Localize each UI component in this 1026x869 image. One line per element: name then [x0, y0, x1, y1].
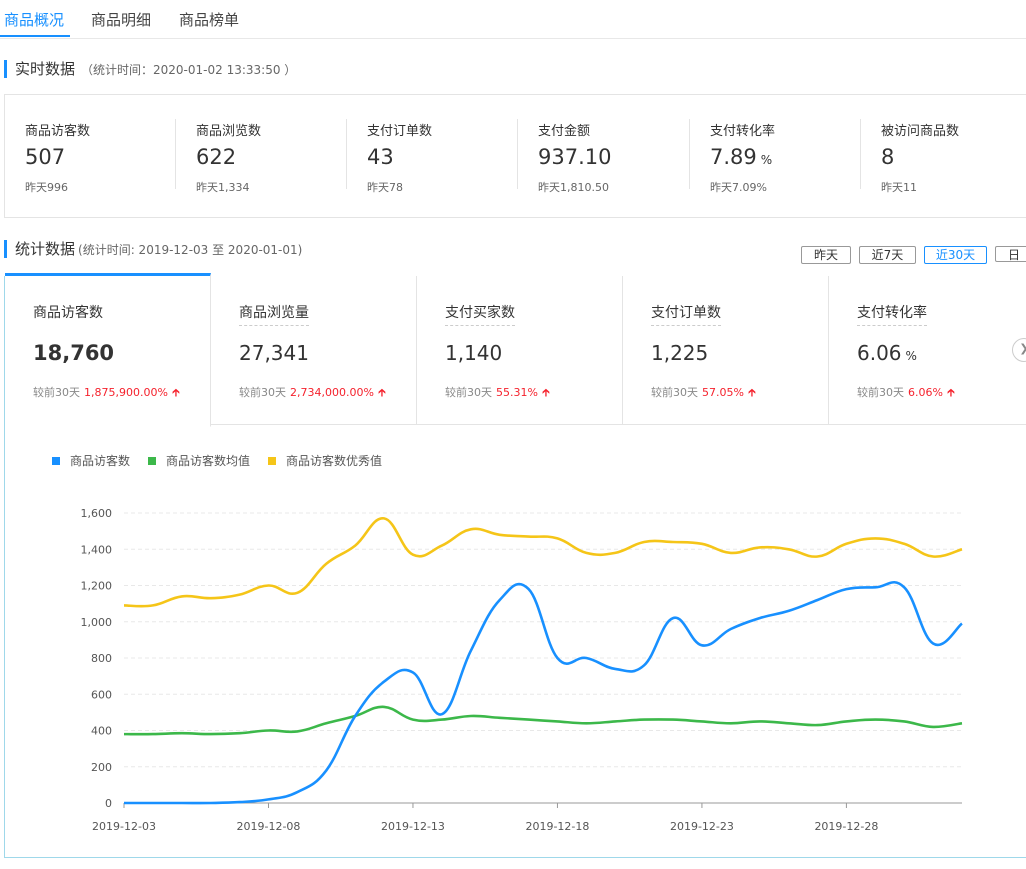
- stat-cards-row: 商品访客数 18,760 较前30天 1,875,900.00% 🡱 商品浏览量 2…: [5, 273, 1026, 427]
- metric-compare: 昨天1,810.50: [538, 181, 609, 194]
- arrow-up-icon: 🡱: [946, 386, 955, 399]
- arrow-up-icon: 🡱: [541, 386, 550, 399]
- stat-card-compare: 较前30天 55.31% 🡱: [445, 386, 550, 399]
- tab-product-ranking[interactable]: 商品榜单: [179, 11, 240, 29]
- range-day-button[interactable]: 日: [995, 246, 1026, 262]
- metric-value: 8: [881, 145, 895, 169]
- stat-card-pageviews[interactable]: 商品浏览量 27,341 较前30天 2,734,000.00% 🡱: [211, 276, 417, 424]
- arrow-up-icon: 🡱: [747, 386, 756, 399]
- stat-card-label: 支付买家数: [445, 302, 515, 326]
- arrow-up-icon: 🡱: [377, 386, 386, 399]
- active-tab-indicator: [0, 35, 70, 37]
- divider: [517, 119, 518, 189]
- statistics-title: 统计数据: [15, 240, 76, 258]
- legend-item-average[interactable]: 商品访客数均值: [148, 452, 250, 469]
- legend-item-visitors[interactable]: 商品访客数: [52, 452, 130, 469]
- tab-product-overview[interactable]: 商品概况: [4, 11, 65, 29]
- stat-card-value: 18,760: [33, 341, 115, 365]
- arrow-up-icon: 🡱: [171, 386, 180, 399]
- tab-product-detail[interactable]: 商品明细: [91, 11, 152, 29]
- stat-card-value: 27,341: [239, 341, 309, 365]
- stat-card-compare: 较前30天 6.06% 🡱: [857, 386, 955, 399]
- stat-card-value: 6.06%: [857, 341, 917, 365]
- stat-card-paying-buyers[interactable]: 支付买家数 1,140 较前30天 55.31% 🡱: [417, 276, 623, 424]
- divider: [689, 119, 690, 189]
- metric-value: 937.10: [538, 145, 612, 169]
- range-30days-button[interactable]: 近30天: [924, 246, 987, 264]
- metric-compare: 昨天1,334: [196, 181, 250, 194]
- stat-card-conversion-rate[interactable]: 支付转化率 6.06% 较前30天 6.06% 🡱: [829, 276, 1026, 424]
- range-7days-button[interactable]: 近7天: [859, 246, 916, 264]
- range-yesterday-button[interactable]: 昨天: [801, 246, 851, 264]
- stat-card-compare: 较前30天 1,875,900.00% 🡱: [33, 386, 180, 399]
- metric-label: 支付金额: [538, 124, 591, 139]
- stat-card-visitors[interactable]: 商品访客数 18,760 较前30天 1,875,900.00% 🡱: [5, 273, 211, 427]
- metric-label: 支付订单数: [367, 124, 433, 139]
- legend-item-excellent[interactable]: 商品访客数优秀值: [268, 452, 382, 469]
- stat-card-label: 支付转化率: [857, 302, 927, 326]
- stat-card-compare: 较前30天 2,734,000.00% 🡱: [239, 386, 386, 399]
- statistics-section-title: 统计数据 (统计时间: 2019-12-03 至 2020-01-01): [4, 240, 302, 258]
- metric-value: 7.89%: [710, 145, 773, 169]
- statistics-stat-time: (统计时间: 2019-12-03 至 2020-01-01): [78, 243, 303, 257]
- divider: [346, 119, 347, 189]
- metric-value: 622: [196, 145, 237, 169]
- stat-card-label: 商品浏览量: [239, 302, 309, 326]
- metric-value: 507: [25, 145, 66, 169]
- stat-card-label: 商品访客数: [33, 305, 103, 321]
- stat-card-value: 1,140: [445, 341, 503, 365]
- metric-compare: 昨天996: [25, 181, 68, 194]
- stat-card-value: 1,225: [651, 341, 709, 365]
- divider: [175, 119, 176, 189]
- statistics-panel: 商品访客数 18,760 较前30天 1,875,900.00% 🡱 商品浏览量 2…: [4, 273, 1026, 858]
- stat-card-paid-orders[interactable]: 支付订单数 1,225 较前30天 57.05% 🡱: [623, 276, 829, 424]
- stat-card-label: 支付订单数: [651, 302, 721, 326]
- realtime-stat-time: （统计时间：2020-01-02 13:33:50 ）: [81, 63, 297, 77]
- metric-label: 商品访客数: [25, 124, 91, 139]
- metric-value: 43: [367, 145, 394, 169]
- realtime-title: 实时数据: [15, 60, 76, 78]
- metric-label: 支付转化率: [710, 124, 776, 139]
- realtime-panel: 商品访客数 507 昨天996 商品浏览数 622 昨天1,334 支付订单数 …: [4, 94, 1026, 218]
- metric-compare: 昨天7.09%: [710, 181, 767, 194]
- metric-label: 商品浏览数: [196, 124, 262, 139]
- metric-unit: %: [760, 153, 773, 167]
- divider: [860, 119, 861, 189]
- realtime-section-title: 实时数据 （统计时间：2020-01-02 13:33:50 ）: [4, 60, 296, 78]
- metric-compare: 昨天11: [881, 181, 917, 194]
- top-tabs: 商品概况 商品明细 商品榜单: [0, 0, 1026, 39]
- metric-compare: 昨天78: [367, 181, 403, 194]
- stat-card-compare: 较前30天 57.05% 🡱: [651, 386, 756, 399]
- metric-label: 被访问商品数: [881, 124, 960, 139]
